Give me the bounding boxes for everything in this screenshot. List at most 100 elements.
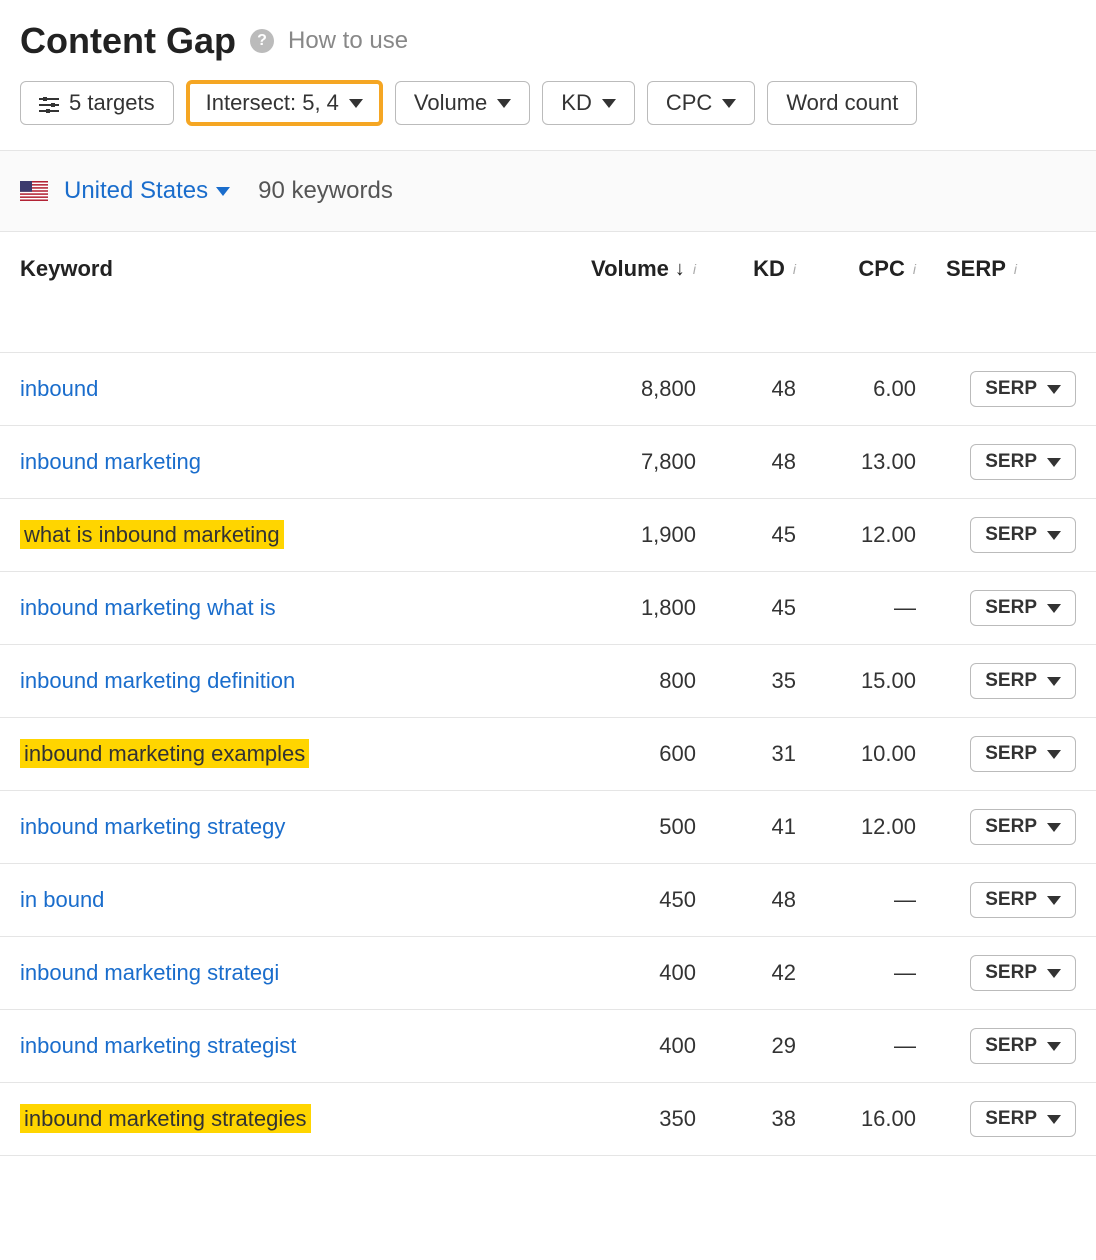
keyword-text: inbound — [20, 376, 98, 401]
keyword-link[interactable]: inbound marketing strategy — [20, 814, 556, 840]
keyword-link[interactable]: inbound marketing strategies — [20, 1106, 556, 1132]
serp-cell: SERP — [916, 955, 1076, 991]
serp-button[interactable]: SERP — [970, 1028, 1076, 1064]
table-row: inbound marketing strategies3503816.00SE… — [0, 1083, 1096, 1156]
keyword-link[interactable]: in bound — [20, 887, 556, 913]
serp-button[interactable]: SERP — [970, 444, 1076, 480]
keyword-text: what is inbound marketing — [20, 520, 284, 549]
serp-button[interactable]: SERP — [970, 663, 1076, 699]
help-icon[interactable]: ? — [250, 29, 274, 53]
volume-value: 350 — [556, 1106, 696, 1132]
country-selector[interactable]: United States — [64, 177, 230, 205]
volume-filter[interactable]: Volume — [395, 81, 530, 125]
kd-value: 45 — [696, 595, 796, 621]
serp-button-label: SERP — [985, 670, 1037, 692]
serp-button-label: SERP — [985, 451, 1037, 473]
chevron-down-icon — [1047, 531, 1061, 540]
chevron-down-icon — [1047, 896, 1061, 905]
cpc-filter[interactable]: CPC — [647, 81, 755, 125]
serp-button-label: SERP — [985, 889, 1037, 911]
chevron-down-icon — [1047, 750, 1061, 759]
kd-value: 48 — [696, 376, 796, 402]
col-cpc[interactable]: CPC i — [796, 256, 916, 282]
serp-cell: SERP — [916, 663, 1076, 699]
volume-value: 400 — [556, 1033, 696, 1059]
serp-button[interactable]: SERP — [970, 1101, 1076, 1137]
keyword-link[interactable]: inbound marketing — [20, 449, 556, 475]
keyword-text: inbound marketing — [20, 449, 201, 474]
chevron-down-icon — [1047, 385, 1061, 394]
table-row: inbound marketing7,8004813.00SERP — [0, 426, 1096, 499]
keyword-link[interactable]: inbound marketing definition — [20, 668, 556, 694]
table-row: inbound marketing what is1,80045—SERP — [0, 572, 1096, 645]
keywords-table: Keyword Volume ↓ i KD i CPC i SERP i inb… — [0, 232, 1096, 1156]
serp-button[interactable]: SERP — [970, 371, 1076, 407]
cpc-value: 13.00 — [796, 449, 916, 475]
serp-button-label: SERP — [985, 962, 1037, 984]
keyword-link[interactable]: inbound marketing strategi — [20, 960, 556, 986]
how-to-use-link[interactable]: How to use — [288, 27, 408, 55]
col-serp[interactable]: SERP i — [916, 256, 1076, 282]
col-kd[interactable]: KD i — [696, 256, 796, 282]
keyword-link[interactable]: inbound marketing strategist — [20, 1033, 556, 1059]
chevron-down-icon — [1047, 458, 1061, 467]
keyword-text: inbound marketing strategist — [20, 1033, 296, 1058]
serp-button[interactable]: SERP — [970, 809, 1076, 845]
volume-value: 450 — [556, 887, 696, 913]
serp-cell: SERP — [916, 1028, 1076, 1064]
us-flag-icon — [20, 181, 48, 201]
keyword-text: inbound marketing strategi — [20, 960, 279, 985]
cpc-value: 10.00 — [796, 741, 916, 767]
serp-button[interactable]: SERP — [970, 882, 1076, 918]
serp-cell: SERP — [916, 590, 1076, 626]
volume-value: 1,800 — [556, 595, 696, 621]
serp-button-label: SERP — [985, 743, 1037, 765]
chevron-down-icon — [1047, 823, 1061, 832]
serp-cell: SERP — [916, 1101, 1076, 1137]
keyword-text: inbound marketing strategies — [20, 1104, 311, 1133]
volume-value: 1,900 — [556, 522, 696, 548]
sliders-icon — [39, 94, 59, 112]
serp-button[interactable]: SERP — [970, 517, 1076, 553]
word-count-filter[interactable]: Word count — [767, 81, 917, 125]
volume-filter-label: Volume — [414, 90, 487, 116]
keyword-text: inbound marketing what is — [20, 595, 276, 620]
kd-value: 35 — [696, 668, 796, 694]
keyword-link[interactable]: inbound marketing examples — [20, 741, 556, 767]
cpc-value: 12.00 — [796, 522, 916, 548]
serp-button-label: SERP — [985, 597, 1037, 619]
serp-cell: SERP — [916, 809, 1076, 845]
keyword-link[interactable]: what is inbound marketing — [20, 522, 556, 548]
col-keyword[interactable]: Keyword — [20, 256, 556, 282]
chevron-down-icon — [1047, 1042, 1061, 1051]
serp-button[interactable]: SERP — [970, 955, 1076, 991]
page-title: Content Gap — [20, 20, 236, 62]
serp-cell: SERP — [916, 444, 1076, 480]
serp-button[interactable]: SERP — [970, 590, 1076, 626]
chevron-down-icon — [1047, 1115, 1061, 1124]
keyword-link[interactable]: inbound marketing what is — [20, 595, 556, 621]
table-row: what is inbound marketing 1,9004512.00 SER… — [0, 499, 1096, 572]
col-volume[interactable]: Volume ↓ i — [556, 256, 696, 282]
cpc-value: — — [796, 887, 916, 913]
keyword-text: in bound — [20, 887, 104, 912]
cpc-filter-label: CPC — [666, 90, 712, 116]
keyword-text: inbound marketing examples — [20, 739, 309, 768]
kd-filter[interactable]: KD — [542, 81, 635, 125]
serp-button-label: SERP — [985, 816, 1037, 838]
col-kd-label: KD — [753, 256, 785, 282]
page-header: Content Gap ? How to use — [0, 0, 1096, 72]
sort-desc-icon: ↓ — [675, 258, 685, 281]
keyword-link[interactable]: inbound — [20, 376, 556, 402]
kd-value: 38 — [696, 1106, 796, 1132]
intersect-filter[interactable]: Intersect: 5, 4 — [186, 80, 383, 126]
serp-cell: SERP — [916, 736, 1076, 772]
volume-value: 600 — [556, 741, 696, 767]
targets-filter-label: 5 targets — [69, 90, 155, 116]
serp-button[interactable]: SERP — [970, 736, 1076, 772]
table-row: inbound marketing strategist40029—SERP — [0, 1010, 1096, 1083]
col-cpc-label: CPC — [858, 256, 904, 282]
kd-value: 41 — [696, 814, 796, 840]
targets-filter[interactable]: 5 targets — [20, 81, 174, 125]
kd-value: 45 — [696, 522, 796, 548]
